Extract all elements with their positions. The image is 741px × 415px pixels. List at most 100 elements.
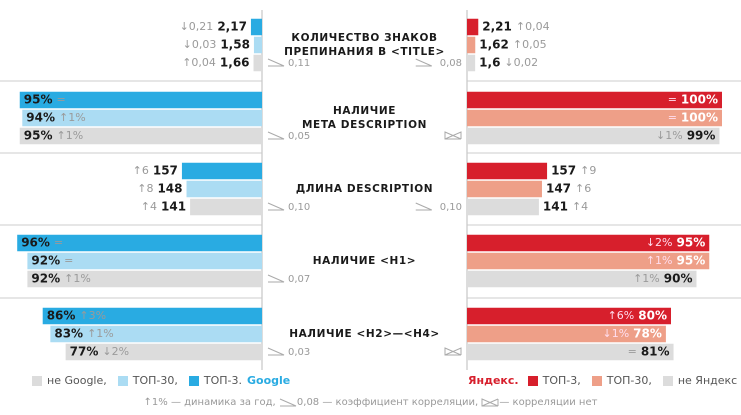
section-title: ПРЕПИНАНИЯ В <TITLE> <box>284 46 445 58</box>
bar <box>27 252 263 270</box>
bar <box>190 198 262 216</box>
legend-swatch <box>117 375 128 386</box>
value-label: 90% <box>664 272 693 286</box>
corr-icon <box>267 274 285 283</box>
value-label: 100% <box>681 111 718 125</box>
value-label: 1,62 <box>479 38 509 52</box>
footnote: ↑1% — динамика за год, 0,08 — коэффициен… <box>0 397 741 408</box>
value-label: 81% <box>641 345 670 359</box>
legend-label: ТОП-3, <box>542 374 581 387</box>
value-label: 157 <box>551 164 576 178</box>
bar <box>22 109 262 127</box>
value-label: 2,21 <box>482 20 512 34</box>
corr-icon <box>267 58 285 67</box>
bar <box>186 180 262 198</box>
correlation-label: 0,07 <box>288 274 310 285</box>
value-label: 92% <box>31 254 60 268</box>
value-label: 157 <box>153 164 178 178</box>
bar <box>27 270 263 288</box>
bar <box>17 234 263 252</box>
change-label: = <box>64 254 73 267</box>
value-label: 99% <box>687 129 716 143</box>
section-title: КОЛИЧЕСТВО ЗНАКОВ <box>291 32 437 44</box>
bar <box>467 325 666 343</box>
corr-icon <box>415 202 432 211</box>
bar <box>19 127 262 145</box>
correlation-label: 0,10 <box>288 202 310 213</box>
bar <box>467 252 710 270</box>
correlation-label: 0,08 <box>440 58 462 69</box>
change-label: = <box>56 93 65 106</box>
legend-swatch <box>662 375 673 386</box>
legend-swatch <box>591 375 602 386</box>
value-label: 86% <box>47 309 76 323</box>
google-legend: не Google, ТОП-30, ТОП-3. Google <box>32 374 290 387</box>
change-label: ↓2% <box>102 345 129 358</box>
change-label: ↑1% <box>59 111 86 124</box>
value-label: 95% <box>24 129 53 143</box>
value-label: 95% <box>677 254 706 268</box>
bar <box>19 91 262 109</box>
footnote-text: ↑1% — динамика за год, <box>143 397 276 408</box>
value-label: 141 <box>161 200 186 214</box>
change-label: ↓2% <box>646 236 673 249</box>
bar <box>65 343 263 361</box>
change-label: ↓0,02 <box>504 56 538 69</box>
change-label: = <box>54 236 63 249</box>
yandex-legend: Яндекс. ТОП-3, ТОП-30, не Яндекс <box>468 374 737 387</box>
section-title: ДЛИНА DESCRIPTION <box>296 183 433 195</box>
bar <box>467 36 476 54</box>
value-label: 95% <box>24 93 53 107</box>
bar <box>250 18 262 36</box>
value-label: 77% <box>70 345 99 359</box>
legend-brand: Google <box>247 374 291 387</box>
bar <box>467 307 671 325</box>
value-label: 2,17 <box>217 20 247 34</box>
correlation-label: 0,05 <box>288 131 310 142</box>
legend-label: ТОП-30, <box>132 374 178 387</box>
change-label: ↑6 <box>133 164 149 177</box>
change-label: ↑3% <box>79 309 106 322</box>
no-corr-icon <box>444 347 462 356</box>
bar <box>42 307 263 325</box>
legend-label: не Яндекс <box>677 374 738 387</box>
value-label: 141 <box>543 200 568 214</box>
section-title: НАЛИЧИЕ <H1> <box>313 255 416 267</box>
value-label: 92% <box>31 272 60 286</box>
bar <box>467 54 476 72</box>
legend-brand: Яндекс. <box>468 374 519 387</box>
change-label: ↓1% <box>602 327 629 340</box>
change-label: ↑9 <box>580 164 596 177</box>
change-label: ↑1% <box>633 272 660 285</box>
legend-swatch <box>32 375 42 386</box>
bar <box>50 325 262 343</box>
change-label: ↑1% <box>64 272 91 285</box>
change-label: ↑6 <box>575 182 591 195</box>
change-label: ↓0,03 <box>183 38 217 51</box>
change-label: = <box>628 345 637 358</box>
corr-icon <box>267 347 285 356</box>
change-label: ↑1% <box>56 129 83 142</box>
section-title: META DESCRIPTION <box>302 119 427 131</box>
value-label: 1,66 <box>220 56 250 70</box>
change-label: ↑1% <box>87 327 114 340</box>
correlation-label: 0,03 <box>288 347 310 358</box>
value-label: 1,6 <box>479 56 500 70</box>
bar <box>467 198 539 216</box>
chart: КОЛИЧЕСТВО ЗНАКОВ ПРЕПИНАНИЯ В <TITLE> 2,1… <box>0 10 741 370</box>
section-title: НАЛИЧИЕ <box>333 105 396 117</box>
corr-icon <box>267 202 285 211</box>
bar <box>253 36 262 54</box>
change-label: ↑4 <box>141 200 157 213</box>
value-label: 80% <box>638 309 667 323</box>
change-label: ↓1% <box>656 129 683 142</box>
bar <box>467 180 542 198</box>
bar <box>253 54 262 72</box>
value-label: 78% <box>633 327 662 341</box>
value-label: 95% <box>677 236 706 250</box>
change-label: = <box>668 93 677 106</box>
legend-label: не Google, <box>47 374 107 387</box>
bar <box>467 127 720 145</box>
bar <box>467 91 722 109</box>
change-label: ↑4 <box>572 200 588 213</box>
